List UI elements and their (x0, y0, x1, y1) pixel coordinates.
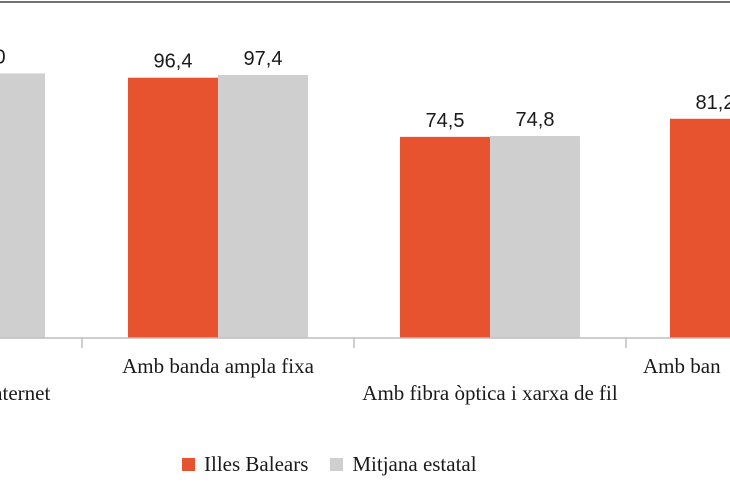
bar-illes-balears-3 (670, 118, 730, 338)
x-tick-label-2: Amb fibra òptica i xarxa de fil (362, 381, 618, 405)
value-label-mitjana-estatal-2: 74,8 (516, 109, 555, 131)
bar-mitjana-estatal-2 (490, 136, 580, 338)
bar-illes-balears-2 (400, 136, 490, 338)
value-label-mitjana-estatal-1: 97,4 (244, 48, 283, 70)
legend-swatch-illes-balears (182, 458, 195, 471)
x-tick-label-0: nternet (0, 381, 50, 405)
x-tick-labels-group: nternet Amb banda ampla fixa Amb fibra òpt… (0, 354, 721, 405)
x-tick-label-1: Amb banda ampla fixa (122, 354, 315, 378)
value-labels-group: 96,4 74,5 81,2 0 97,4 74,8 (0, 46, 730, 131)
value-label-mitjana-estatal-0: 0 (0, 46, 6, 68)
legend-item-illes-balears: Illes Balears (182, 452, 308, 477)
legend: Illes Balears Mitjana estatal (182, 452, 499, 477)
bars-group (0, 73, 730, 339)
legend-item-mitjana-estatal: Mitjana estatal (330, 452, 477, 477)
value-label-illes-balears-2: 74,5 (426, 110, 465, 132)
legend-swatch-mitjana-estatal (330, 458, 344, 471)
bar-mitjana-estatal-0 (0, 73, 45, 339)
legend-label-illes-balears: Illes Balears (204, 452, 309, 476)
value-label-illes-balears-1: 96,4 (154, 51, 193, 73)
value-label-illes-balears-3: 81,2 (696, 92, 730, 114)
x-axis-ticks (81, 338, 627, 348)
bar-illes-balears-1 (128, 77, 218, 338)
legend-label-mitjana-estatal: Mitjana estatal (352, 452, 477, 476)
bar-mitjana-estatal-1 (218, 75, 308, 339)
x-tick-label-3: Amb ban (643, 354, 721, 378)
